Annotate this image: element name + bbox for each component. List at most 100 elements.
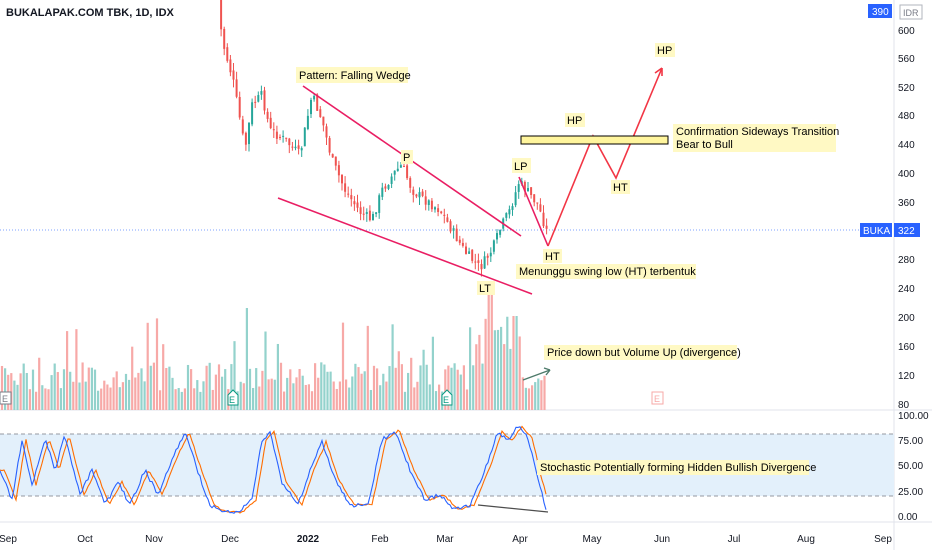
candle-body [483,256,486,269]
stoch-tick-label: 25.00 [898,487,923,498]
stoch-axis[interactable]: 100.00 75.00 50.00 25.00 0.00 [898,411,929,523]
candle-body [248,122,250,145]
candle-body [424,196,427,205]
volume-bar [279,362,283,410]
volume-bar [162,344,165,410]
volume-bar [527,388,531,410]
candle-body [440,211,443,214]
volume-bar [168,366,171,410]
svg-text:E: E [229,395,235,405]
volume-bar [366,325,369,410]
volume-bar [28,389,31,410]
volume-bar [469,327,472,410]
volume-bar [149,365,152,410]
lp-to-ht-line[interactable] [518,176,549,247]
volume-bar [314,363,317,410]
volume-bar [320,362,323,410]
price-axis[interactable]: 6005605204804404003603202802402001601208… [898,26,915,411]
volume-bar [363,371,366,410]
volume-bar [509,348,512,410]
volume-bar [100,388,103,410]
earnings-marker[interactable]: E [441,389,453,406]
candle-body [409,178,412,188]
stoch-k-line [0,426,547,514]
volume-bar [357,367,360,410]
volume-bar [41,385,44,410]
volume-bar [475,344,478,410]
candle-body [344,183,347,192]
candle-body [406,165,409,179]
volume-bar [19,373,22,410]
volume-bar [124,373,128,410]
candle-body [319,109,322,117]
candle-body [263,90,266,111]
candle-body [368,210,371,221]
volume-bar [221,376,224,410]
volume-bar [537,378,540,410]
candle-body [511,206,514,210]
candle-body [362,213,365,215]
volume-bar [93,369,97,410]
volume-bar [47,389,50,410]
price-tick-label: 360 [898,198,915,209]
svg-text:E: E [443,395,449,405]
candle-body [337,165,340,176]
candle-body [455,228,458,242]
volume-bar [487,289,490,410]
volume-bar [267,379,270,410]
time-tick-label: Sep [874,534,892,545]
time-axis[interactable]: Sep Oct Nov Dec 2022 Feb Mar Apr May Jun Jul Aug Sep [0,534,892,545]
symbol-title[interactable]: BUKALAPAK.COM TBK, 1D, IDX [6,7,175,19]
candle-body [238,96,241,118]
projection-path[interactable] [547,67,663,247]
candle-body [294,146,297,149]
volume-bar [323,364,326,410]
candle-body [530,187,533,196]
volume-bar [434,391,438,410]
volume-bar [137,372,140,410]
volume-bar [348,387,351,410]
volume-divergence-arrowhead [543,367,551,376]
currency-badge[interactable]: IDR [903,8,919,18]
candle-body [347,193,350,195]
volume-bar [230,364,233,410]
candle-body [232,70,235,80]
volume-bar [276,343,279,410]
price-tick-label: 200 [898,313,915,324]
earnings-marker[interactable]: E [0,391,12,405]
candle-body [341,175,343,184]
time-tick-label: Mar [436,534,454,545]
price-tick-label: 400 [898,169,915,180]
volume-bar [329,371,332,410]
volume-bar [78,382,81,410]
volume-bar [292,383,295,410]
candle-body [356,202,359,208]
volume-bar [90,367,93,410]
volume-bar [248,368,252,410]
earnings-marker[interactable]: E [227,389,239,406]
volume-bar [462,365,465,410]
stoch-divergence-line[interactable] [477,504,549,513]
earnings-marker[interactable]: E [651,391,664,405]
volume-bar [447,365,450,410]
wedge-lower-line[interactable] [277,197,533,295]
candle-body [527,188,529,192]
volume-bar [131,346,134,410]
candle-body [477,260,480,263]
ht-low-label: HT [545,251,560,263]
projection-arrowhead [654,67,663,76]
volume-bar [242,383,245,410]
volume-bar [416,381,419,410]
candle-body [350,195,353,200]
volume-bar [360,373,363,410]
volume-bar [245,308,248,410]
candle-body [285,137,288,139]
volume-divergence-line[interactable] [522,369,551,381]
candle-body [499,230,502,235]
volume-bar [38,357,41,410]
confirmation-zone[interactable] [520,135,669,145]
candle-body [523,181,526,192]
volume-bar [351,376,354,410]
